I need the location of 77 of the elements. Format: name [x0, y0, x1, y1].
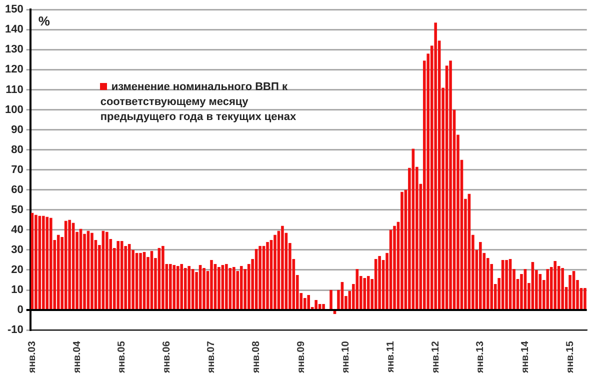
x-tick-label: янв.08 [251, 340, 262, 374]
x-tick-label: янв.14 [520, 340, 531, 374]
bar [546, 268, 550, 310]
x-tick-label: янв.03 [26, 340, 38, 374]
x-tick-label: янв.12 [430, 340, 442, 374]
bar [188, 266, 190, 310]
x-tick-label: янв.15 [564, 340, 576, 374]
bar [307, 295, 310, 310]
bar [258, 246, 262, 310]
bar [505, 260, 508, 310]
bar [232, 266, 236, 310]
bar [314, 300, 318, 310]
legend-label: изменение номинального ВВП к соответствующему месяцу предыдущего года в текущих ценах [100, 80, 298, 125]
bar [363, 278, 366, 310]
y-tick-label: 50 [11, 204, 24, 216]
bar [172, 264, 176, 310]
x-tick-label: янв.06 [161, 340, 172, 374]
bar [120, 240, 124, 310]
y-tick-label: 70 [11, 164, 24, 176]
y-tick-label: 120 [4, 64, 24, 76]
y-tick-label: 10 [11, 284, 24, 296]
bar [176, 266, 180, 310]
bar [225, 264, 228, 310]
y-tick-label: 110 [6, 84, 24, 96]
bar [378, 256, 381, 310]
y-tick-label: 150 [4, 4, 24, 16]
x-tick-label: янв.09 [296, 340, 307, 374]
y-tick-label: 0 [17, 304, 24, 316]
bar [218, 266, 220, 310]
y-tick-label: 80 [11, 144, 24, 156]
x-tick-label: янв.05 [116, 340, 128, 374]
bar [274, 234, 276, 310]
bar [568, 274, 572, 310]
bar [106, 232, 108, 310]
y-tick-label: 130 [4, 44, 24, 56]
bar [49, 218, 52, 310]
x-tick-label: янв.10 [340, 340, 352, 374]
y-tick-label: -10 [7, 324, 24, 336]
bar [240, 266, 243, 310]
y-tick-label: 100 [4, 104, 24, 116]
x-tick-label: янв.07 [206, 340, 218, 374]
bar [68, 220, 71, 310]
bar [281, 226, 284, 310]
bar [116, 240, 120, 310]
bar [266, 242, 269, 310]
bar [180, 264, 184, 310]
bar [400, 192, 404, 310]
bar [202, 268, 206, 310]
x-tick-label: янв.11 [386, 340, 397, 372]
bar [434, 22, 437, 310]
bar [162, 246, 164, 310]
bar [34, 214, 38, 310]
y-tick-label: 60 [11, 184, 24, 196]
bar [210, 260, 213, 310]
bar [90, 232, 94, 310]
bar [184, 268, 187, 310]
bar [366, 276, 370, 310]
y-tick-label: 90 [11, 124, 24, 136]
bar [322, 304, 325, 310]
y-tick-label: 20 [11, 264, 24, 276]
y-tick-label: 140 [4, 24, 24, 36]
bar [56, 234, 60, 310]
bar [393, 226, 396, 310]
bar [584, 288, 586, 310]
y-tick-label: 30 [11, 244, 24, 256]
bar [554, 260, 556, 310]
y-tick-label: 40 [11, 224, 24, 236]
bar [42, 216, 45, 310]
x-tick-label: янв.13 [475, 340, 486, 374]
x-tick-label: янв.04 [72, 340, 83, 374]
bar [330, 290, 332, 310]
y-axis-title: % [38, 14, 50, 29]
bar [139, 252, 142, 310]
bar [479, 242, 482, 310]
bar [561, 268, 564, 310]
bar [169, 264, 172, 310]
bar [449, 60, 452, 310]
